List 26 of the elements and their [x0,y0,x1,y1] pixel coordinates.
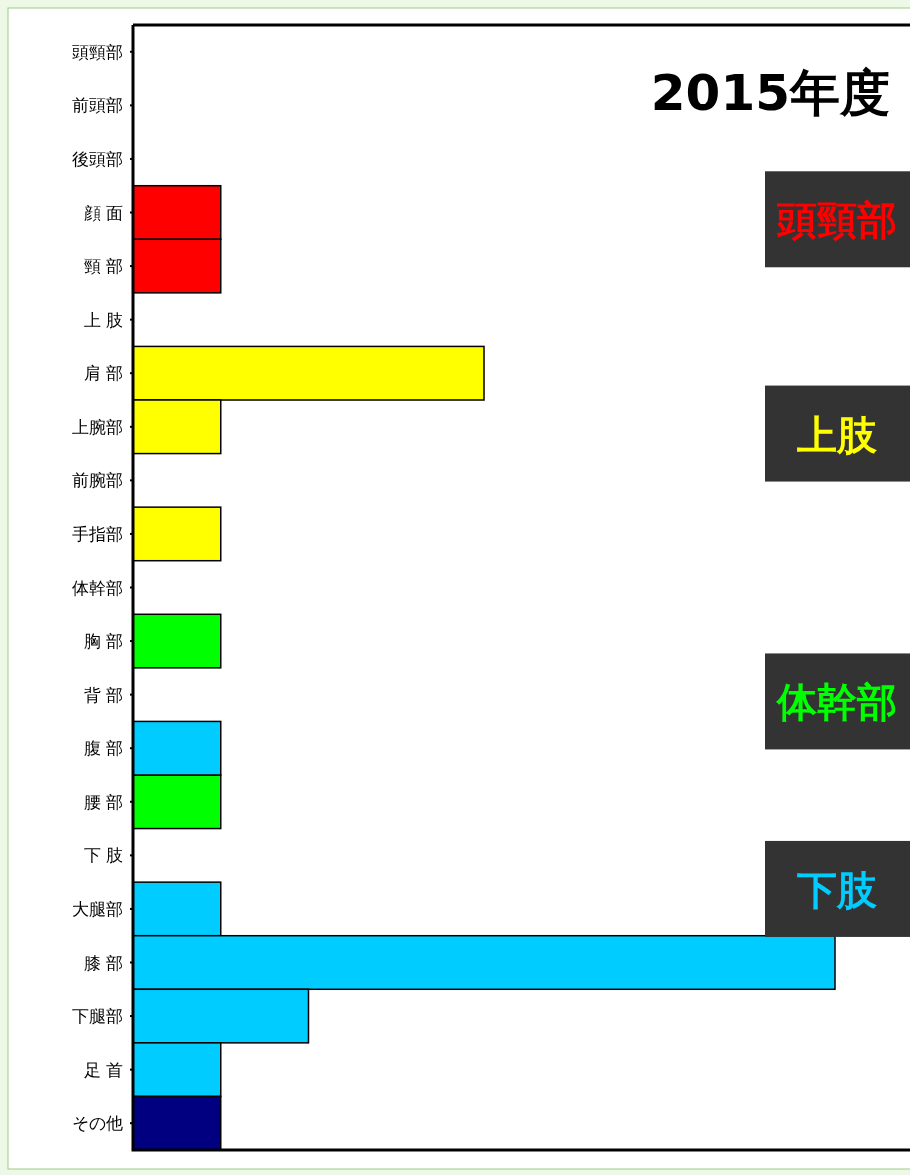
y-tick-label: 足 首 [83,1059,123,1080]
text: 2015年度 [650,64,890,122]
y-tick-label: 大腿部 [72,898,123,919]
y-tick-label: 膝 部 [83,952,123,973]
y-tick-label: 前頭部 [72,95,123,116]
y-tick-label: 前腕部 [72,470,123,491]
y-tick-label: 背 部 [83,684,123,705]
y-tick-label: 胸 部 [83,631,123,652]
y-tick-label: 腹 部 [83,738,123,759]
text: 体幹部 [777,679,897,726]
y-tick-label: 下腿部 [72,1006,123,1027]
y-tick-label: その他 [72,1113,123,1134]
y-tick-label: 頸 部 [83,256,123,277]
text: 頭頸部 [777,197,897,244]
y-tick-label: 後頭部 [72,148,123,169]
y-tick-label: 顔 面 [83,202,123,223]
y-tick-label: 体幹部 [72,577,123,598]
series-label: 下肢 [797,866,877,913]
text: 上肢 [797,411,877,458]
y-tick-label: 肩 部 [83,363,123,384]
y-tick-label: 腰 部 [83,791,123,812]
y-tick-label: 下 肢 [83,845,123,866]
y-tick-label: 手指部 [72,523,123,544]
y-tick-label: 上 肢 [83,309,123,330]
y-tick-label: 頭頸部 [72,41,123,62]
y-tick-label: 上腕部 [72,416,123,437]
